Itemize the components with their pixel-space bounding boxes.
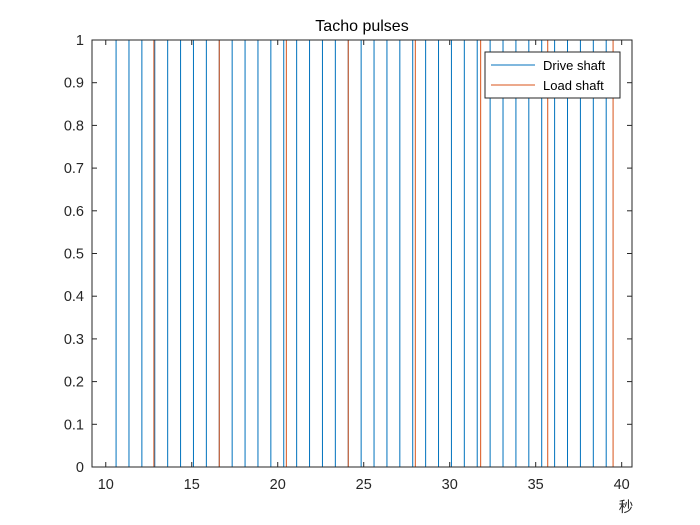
y-tick-label: 0 — [76, 460, 84, 476]
x-tick-label: 15 — [184, 477, 200, 493]
legend: Drive shaft Load shaft — [484, 51, 621, 99]
x-tick-label: 10 — [98, 477, 114, 493]
legend-entry: Load shaft — [543, 78, 604, 93]
y-tick-label: 0.7 — [64, 161, 84, 177]
x-axis: 10 15 20 25 30 35 40 — [98, 40, 630, 493]
x-tick-label: 25 — [356, 477, 372, 493]
plot-lines — [92, 40, 632, 468]
y-tick-label: 0.8 — [64, 118, 84, 134]
x-axis-label: 秒 — [619, 499, 634, 516]
y-axis: 0 0.1 0.2 0.3 0.4 0.5 0.6 0.7 0.8 0.9 1 — [64, 33, 632, 476]
x-tick-label: 40 — [614, 477, 630, 493]
y-tick-label: 0.4 — [64, 289, 84, 305]
series-line-load-shaft — [92, 40, 632, 468]
y-tick-label: 0.2 — [64, 375, 84, 391]
legend-box — [484, 51, 621, 99]
series-line-drive-shaft — [92, 40, 632, 468]
x-tick-label: 30 — [442, 477, 458, 493]
y-tick-label: 0.6 — [64, 204, 84, 220]
y-tick-label: 1 — [76, 33, 84, 49]
plot-frame — [91, 39, 633, 468]
y-tick-label: 0.9 — [64, 76, 84, 92]
legend-entry: Drive shaft — [543, 58, 606, 73]
x-tick-label: 35 — [528, 477, 544, 493]
y-tick-label: 0.5 — [64, 247, 84, 263]
chart-title: Tacho pulses — [315, 18, 408, 35]
y-tick-label: 0.1 — [64, 417, 84, 433]
y-tick-label: 0.3 — [64, 332, 84, 348]
x-tick-label: 20 — [270, 477, 286, 493]
